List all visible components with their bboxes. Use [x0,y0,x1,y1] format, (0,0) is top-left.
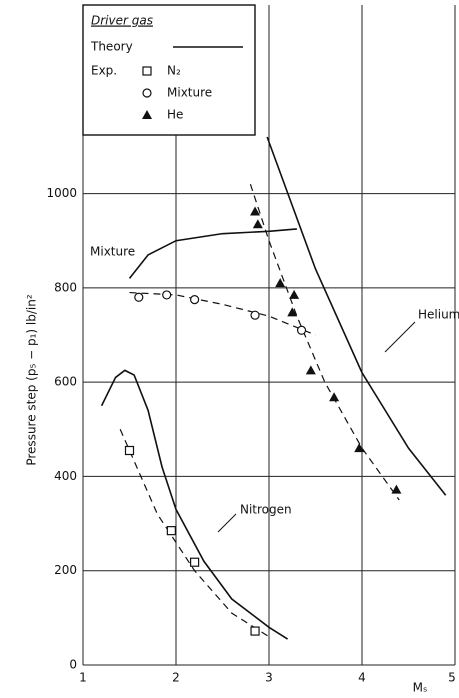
x-tick-label: 5 [448,671,456,685]
point [287,307,298,317]
theory-curve [100,369,289,640]
curve-label: Mixture [90,245,135,259]
y-axis-label: Pressure step (p₅ − p₁) lb/in² [25,294,39,465]
y-tick-label: 0 [69,658,77,672]
point [166,526,176,536]
x-tick-label: 2 [172,671,180,685]
point [190,295,200,305]
point [162,290,172,300]
point [252,219,263,229]
theory-curve [128,228,297,279]
x-tick-label: 4 [358,671,366,685]
x-tick-label: 3 [265,671,273,685]
legend-label: Mixture [167,86,212,100]
y-tick-label: 1000 [46,186,77,200]
legend-label: He [167,108,183,122]
point [391,484,402,494]
fit-curve [129,291,316,336]
legend-exp: Exp. [91,64,117,78]
y-tick-label: 400 [54,469,77,483]
legend-marker [142,110,152,119]
point [134,292,144,302]
leader-line [384,321,416,353]
point [305,365,316,375]
legend-box [82,4,256,136]
fit-curve [119,429,270,638]
x-axis-label: Mₛ [413,681,428,695]
y-tick-label: 600 [54,375,77,389]
point [250,626,260,636]
point [124,445,135,456]
curve-label: Helium [418,308,459,322]
legend-theory: Theory [90,40,133,54]
theory-curve [266,136,447,496]
legend-marker [142,66,152,76]
point [329,392,340,402]
point [296,325,307,335]
curve-label: Nitrogen [240,503,292,517]
point [190,557,200,567]
fit-curve [249,183,400,501]
point [289,289,300,299]
y-tick-label: 800 [54,280,77,294]
legend-title: Driver gas [91,14,153,28]
point [250,206,261,216]
legend-marker [142,88,152,98]
x-tick-label: 1 [79,671,87,685]
point [250,310,260,320]
point [275,278,286,288]
y-tick-label: 200 [54,563,77,577]
legend-label: N₂ [167,64,181,78]
point [354,443,365,453]
leader-line [217,513,237,533]
